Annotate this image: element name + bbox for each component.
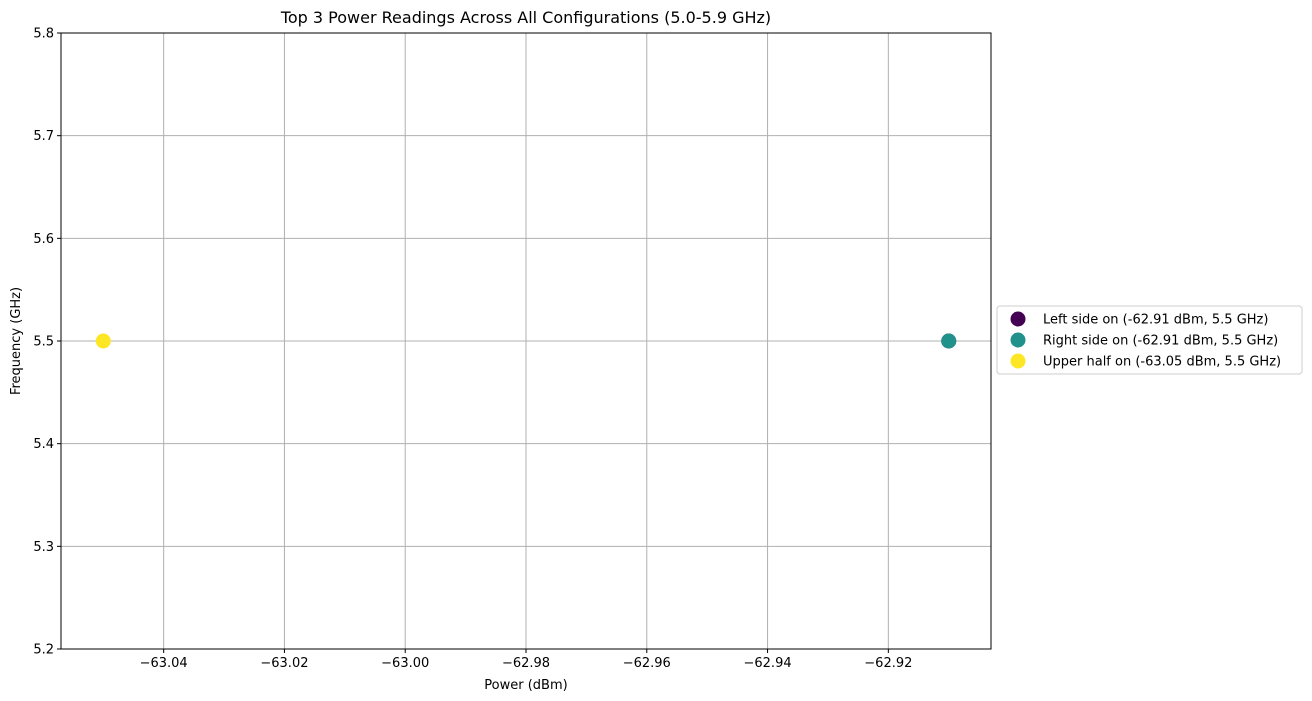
- chart-title: Top 3 Power Readings Across All Configur…: [280, 8, 771, 27]
- x-tick-label: −62.98: [502, 656, 550, 671]
- y-tick-label: 5.5: [33, 335, 54, 350]
- legend-marker: [1010, 353, 1026, 369]
- x-axis-label: Power (dBm): [484, 678, 567, 693]
- x-tick-label: −63.02: [260, 656, 308, 671]
- y-tick-label: 5.8: [33, 27, 54, 42]
- y-tick-label: 5.3: [33, 540, 54, 555]
- legend: Left side on (-62.91 dBm, 5.5 GHz) Right …: [996, 305, 1303, 375]
- data-point: [941, 333, 957, 349]
- x-tick-label: −63.00: [381, 656, 429, 671]
- x-axis-ticks: −63.04 −63.02 −63.00 −62.98 −62.96 −62.94 −62.…: [140, 649, 912, 671]
- legend-marker: [1010, 311, 1026, 327]
- y-tick-label: 5.7: [33, 129, 54, 144]
- legend-label: Left side on (-62.91 dBm, 5.5 GHz): [1043, 313, 1268, 328]
- x-tick-label: −62.96: [623, 656, 671, 671]
- x-tick-label: −63.04: [140, 656, 188, 671]
- legend-label: Upper half on (-63.05 dBm, 5.5 GHz): [1043, 355, 1281, 370]
- y-tick-label: 5.4: [33, 437, 54, 452]
- legend-frame: [996, 305, 1303, 375]
- legend-label: Right side on (-62.91 dBm, 5.5 GHz): [1043, 334, 1278, 349]
- legend-items: Left side on (-62.91 dBm, 5.5 GHz) Right …: [1010, 311, 1281, 370]
- legend-marker: [1010, 332, 1026, 348]
- y-axis-ticks: 5.2 5.3 5.4 5.5 5.6 5.7 5.8: [33, 27, 61, 658]
- y-axis-label: Frequency (GHz): [9, 287, 24, 395]
- y-tick-label: 5.6: [33, 232, 54, 247]
- y-tick-label: 5.2: [33, 643, 54, 658]
- x-tick-label: −62.92: [864, 656, 912, 671]
- data-point: [95, 333, 111, 349]
- data-points: [95, 333, 957, 349]
- x-tick-label: −62.94: [744, 656, 792, 671]
